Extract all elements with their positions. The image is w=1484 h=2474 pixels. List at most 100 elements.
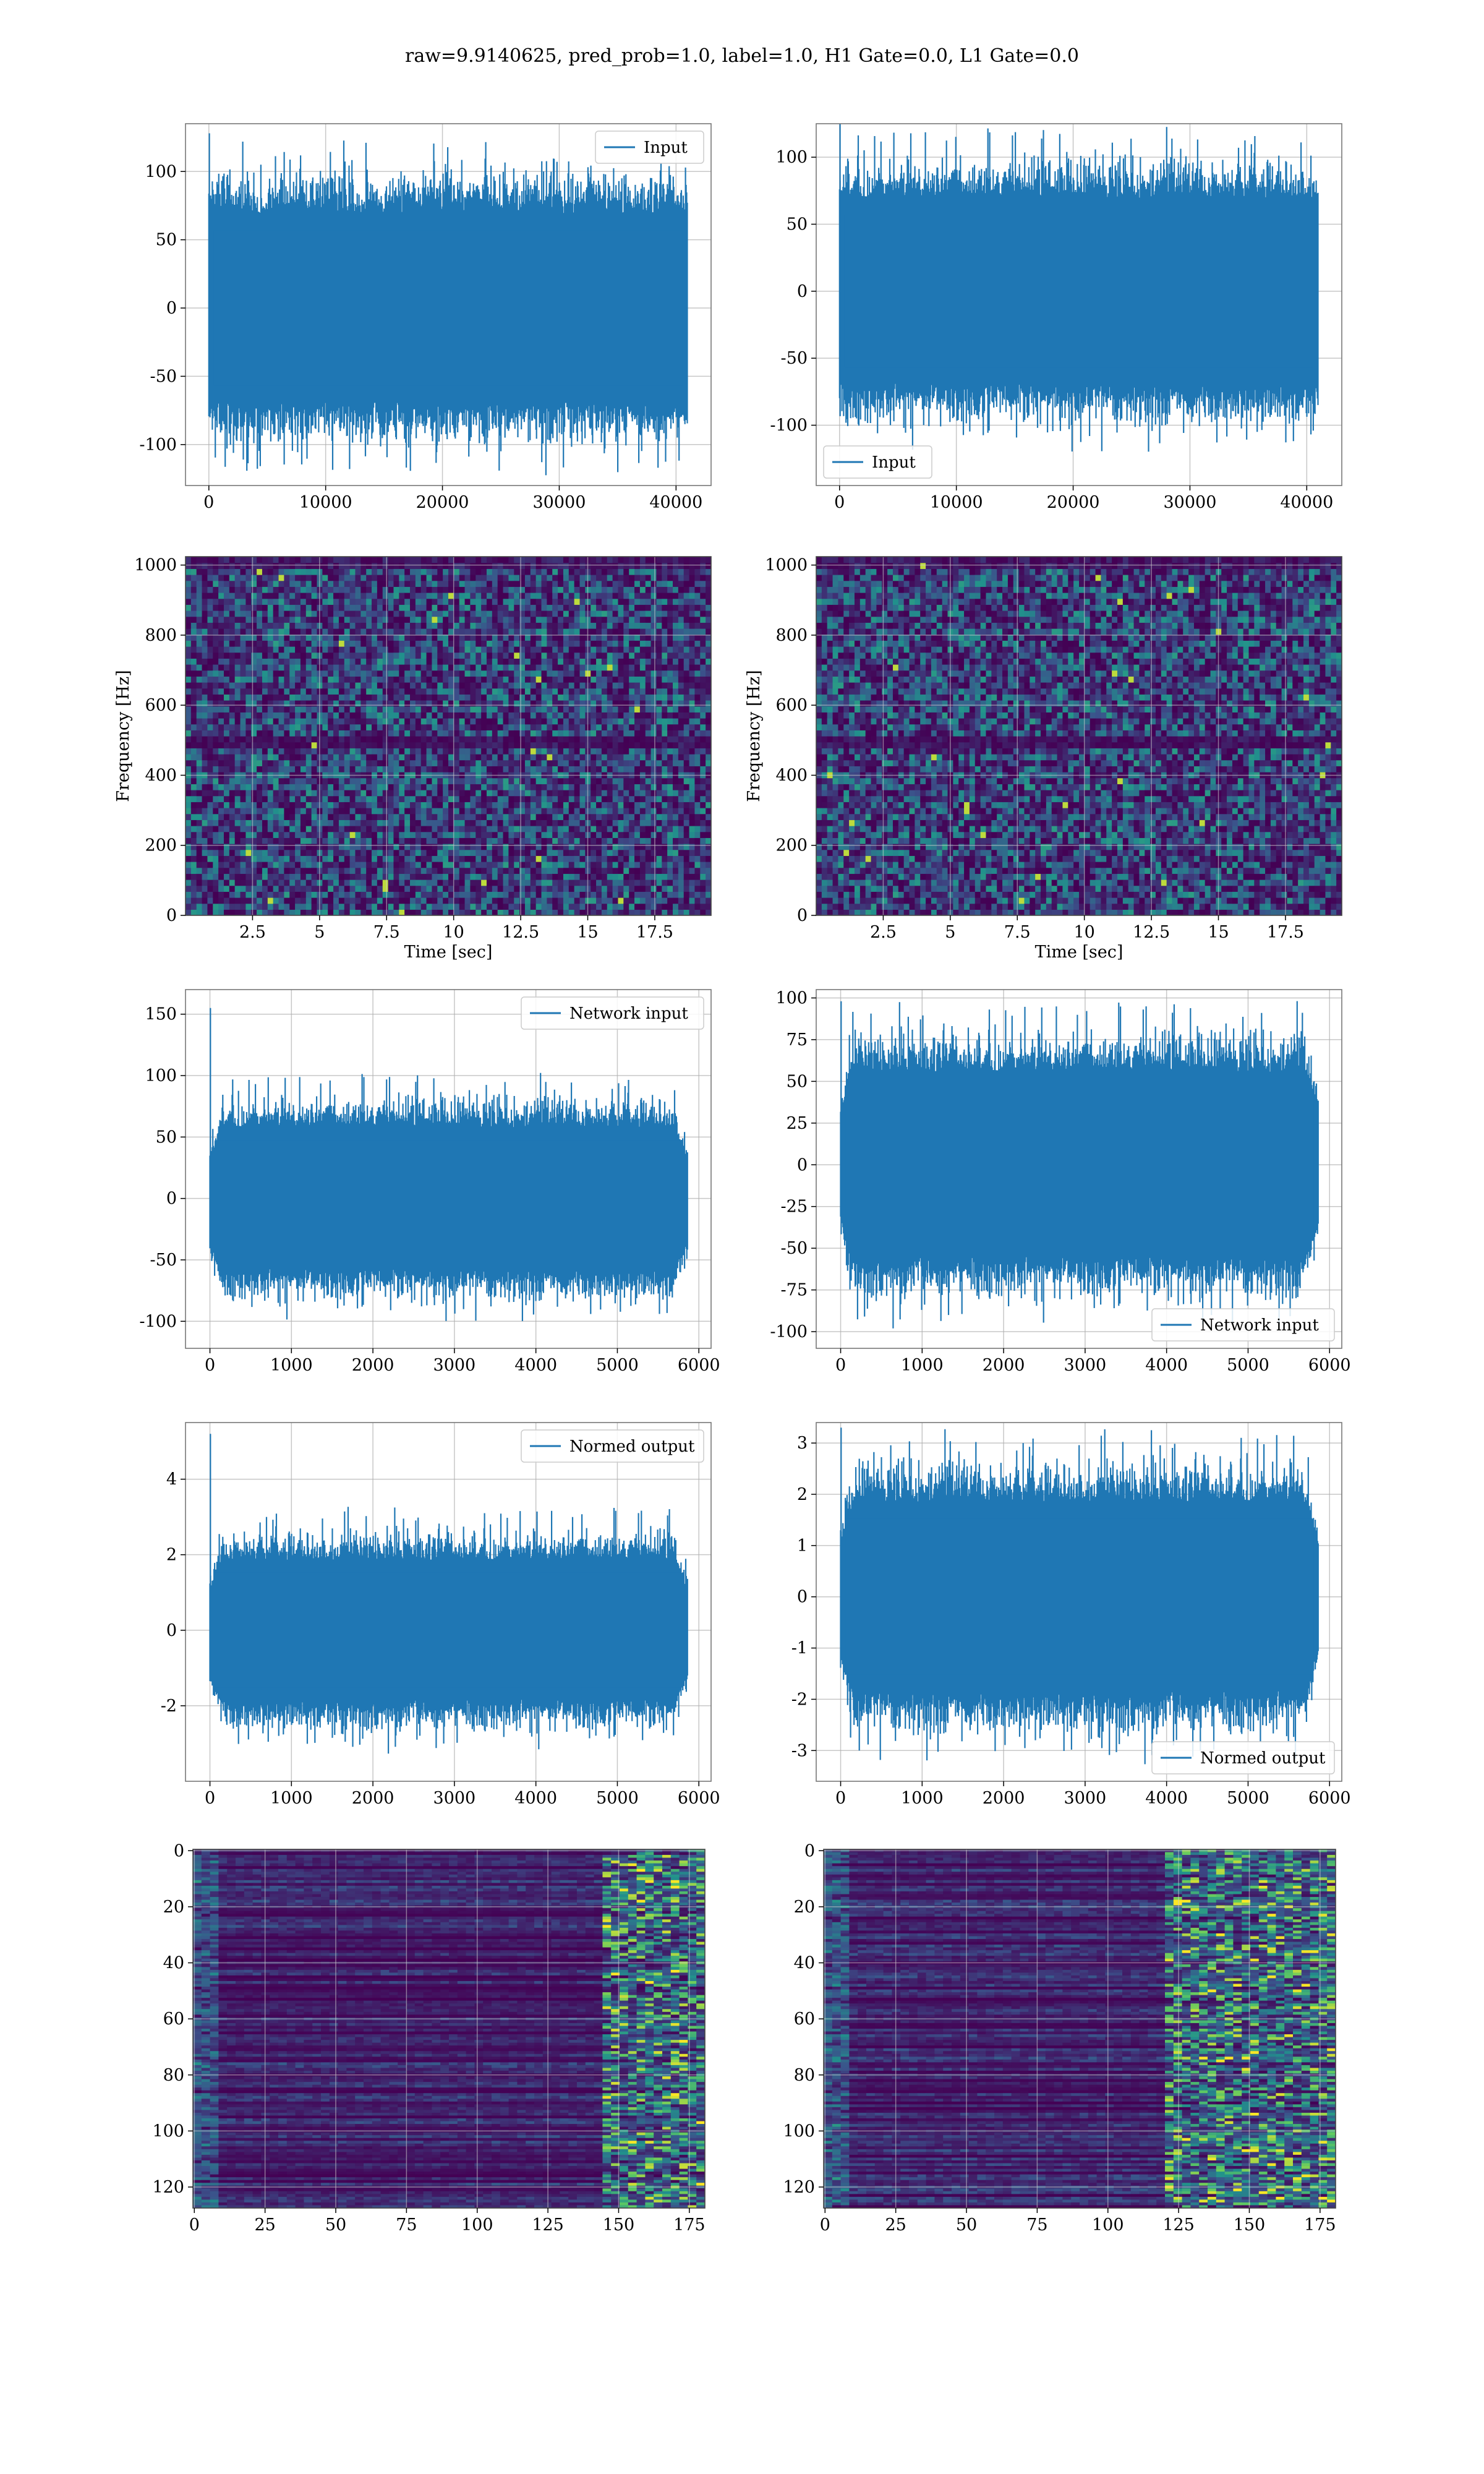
heatmap-cell <box>574 610 581 617</box>
heatmap-cell <box>262 622 268 629</box>
heatmap-cell <box>251 844 257 850</box>
heatmap-cell <box>229 802 236 808</box>
heatmap-cell <box>448 813 454 820</box>
heatmap-cell <box>251 873 257 880</box>
heatmap-cell <box>349 862 356 868</box>
heatmap-cell <box>524 813 531 820</box>
heatmap-cell <box>267 598 274 605</box>
heatmap-cell <box>284 873 290 880</box>
heatmap-cell <box>415 598 422 605</box>
heatmap-cell <box>366 646 372 653</box>
heatmap-cell <box>399 670 405 677</box>
heatmap-cell <box>295 784 301 790</box>
heatmap-cell <box>349 664 356 671</box>
heatmap-cell <box>579 622 586 629</box>
heatmap-cell <box>223 831 230 838</box>
heatmap-cell <box>202 844 208 850</box>
heatmap-cell <box>410 748 416 755</box>
heatmap-cell <box>601 736 608 743</box>
heatmap-cell <box>311 844 318 850</box>
heatmap-cell <box>420 712 427 719</box>
heatmap-cell <box>568 628 575 635</box>
heatmap-cell <box>426 802 433 808</box>
heatmap-cell <box>558 718 564 725</box>
heatmap-cell <box>574 862 581 868</box>
heatmap-cell <box>355 837 361 844</box>
heatmap-cell <box>207 730 213 737</box>
heatmap-cell <box>289 736 296 743</box>
heatmap-cell <box>612 867 619 874</box>
heatmap-cell <box>289 622 296 629</box>
heatmap-cell <box>223 694 230 701</box>
heatmap-cell <box>300 802 307 808</box>
heatmap-cell <box>530 880 537 886</box>
heatmap-cell <box>568 903 575 910</box>
heatmap-cell <box>229 706 236 713</box>
heatmap-cell <box>432 694 438 701</box>
heatmap-cell <box>300 706 307 713</box>
heatmap-cell <box>503 622 509 629</box>
heatmap-cell <box>377 880 383 886</box>
heatmap-cell <box>453 813 460 820</box>
heatmap-cell <box>213 700 219 707</box>
heatmap-cell <box>535 604 542 611</box>
heatmap-cell <box>382 784 389 790</box>
heatmap-cell <box>623 730 629 737</box>
heatmap-cell <box>382 903 389 910</box>
heatmap-cell <box>563 873 569 880</box>
heatmap-cell <box>186 820 192 826</box>
heatmap-cell <box>618 575 624 581</box>
heatmap-cell <box>338 742 345 748</box>
heatmap-cell <box>552 640 558 647</box>
heatmap-cell <box>338 795 345 802</box>
heatmap-cell <box>366 604 372 611</box>
heatmap-cell <box>190 766 197 773</box>
heatmap-cell <box>360 575 367 581</box>
heatmap-cell <box>229 700 236 707</box>
heatmap-cell <box>568 837 575 844</box>
heatmap-cell <box>388 862 394 868</box>
heatmap-cell <box>443 784 449 790</box>
heatmap-cell <box>213 580 219 587</box>
heatmap-cell <box>190 604 197 611</box>
heatmap-cell <box>372 826 378 833</box>
heatmap-cell <box>508 658 514 665</box>
heatmap-cell <box>349 795 356 802</box>
heatmap-cell <box>601 598 608 605</box>
heatmap-cell <box>432 557 438 563</box>
heatmap-cell <box>273 568 279 575</box>
heatmap-cell <box>508 718 514 725</box>
heatmap-cell <box>382 897 389 904</box>
heatmap-cell <box>514 646 520 653</box>
heatmap-cell <box>218 802 224 808</box>
heatmap-cell <box>497 849 504 856</box>
heatmap-cell <box>289 844 296 850</box>
heatmap-cell <box>202 634 208 641</box>
heatmap-cell <box>552 891 558 898</box>
heatmap-cell <box>563 867 569 874</box>
heatmap-cell <box>601 795 608 802</box>
heatmap-cell <box>415 670 422 677</box>
heatmap-cell <box>322 891 328 898</box>
heatmap-cell <box>305 891 312 898</box>
heatmap-cell <box>481 664 487 671</box>
heatmap-cell <box>251 646 257 653</box>
heatmap-cell <box>245 802 252 808</box>
heatmap-cell <box>393 604 399 611</box>
heatmap-cell <box>278 610 284 617</box>
heatmap-cell <box>524 909 531 915</box>
heatmap-cell <box>558 885 564 892</box>
heatmap-cell <box>213 873 219 880</box>
heatmap-cell <box>196 628 203 635</box>
heatmap-cell <box>530 748 537 755</box>
heatmap-cell <box>355 676 361 683</box>
heatmap-cell <box>530 736 537 743</box>
heatmap-cell <box>388 826 394 833</box>
heatmap-cell <box>432 640 438 647</box>
heatmap-cell <box>464 664 471 671</box>
heatmap-cell <box>410 557 416 563</box>
heatmap-cell <box>601 855 608 862</box>
heatmap-cell <box>284 712 290 719</box>
heatmap-cell <box>563 795 569 802</box>
heatmap-cell <box>251 575 257 581</box>
